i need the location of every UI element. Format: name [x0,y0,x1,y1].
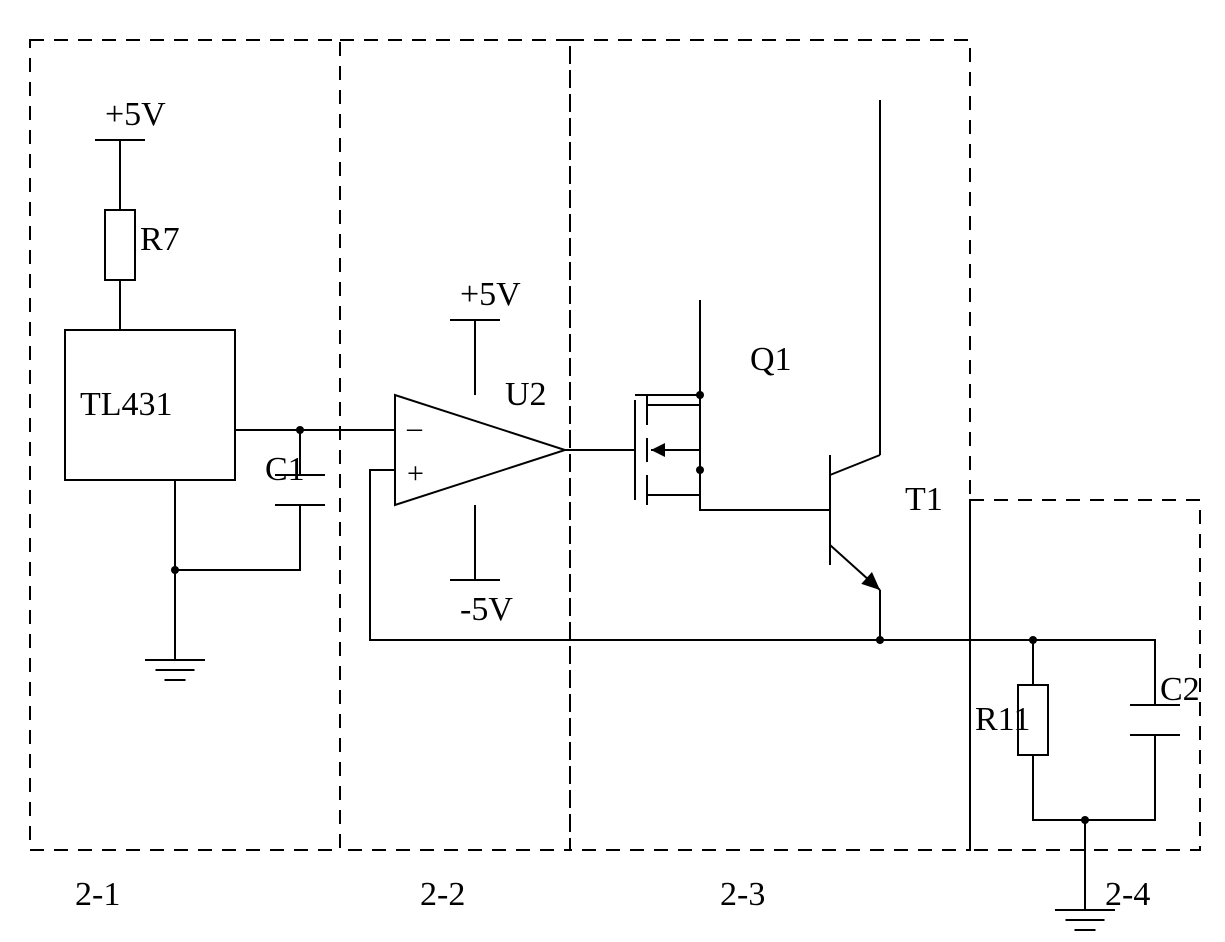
svg-text:Q1: Q1 [750,341,792,378]
svg-text:+5V: +5V [105,96,166,133]
svg-text:C1: C1 [265,451,305,488]
svg-text:-5V: -5V [460,591,513,628]
svg-text:–: – [406,411,423,444]
svg-text:R11: R11 [975,701,1030,738]
svg-text:TL431: TL431 [80,386,173,423]
svg-text:2-2: 2-2 [420,876,465,913]
svg-text:2-1: 2-1 [75,876,120,913]
svg-text:2-4: 2-4 [1105,876,1150,913]
svg-text:C2: C2 [1160,671,1200,708]
svg-text:+5V: +5V [460,276,521,313]
svg-text:+: + [407,457,424,490]
svg-text:U2: U2 [505,376,547,413]
svg-text:2-3: 2-3 [720,876,765,913]
svg-text:T1: T1 [905,481,943,518]
svg-text:R7: R7 [140,221,180,258]
